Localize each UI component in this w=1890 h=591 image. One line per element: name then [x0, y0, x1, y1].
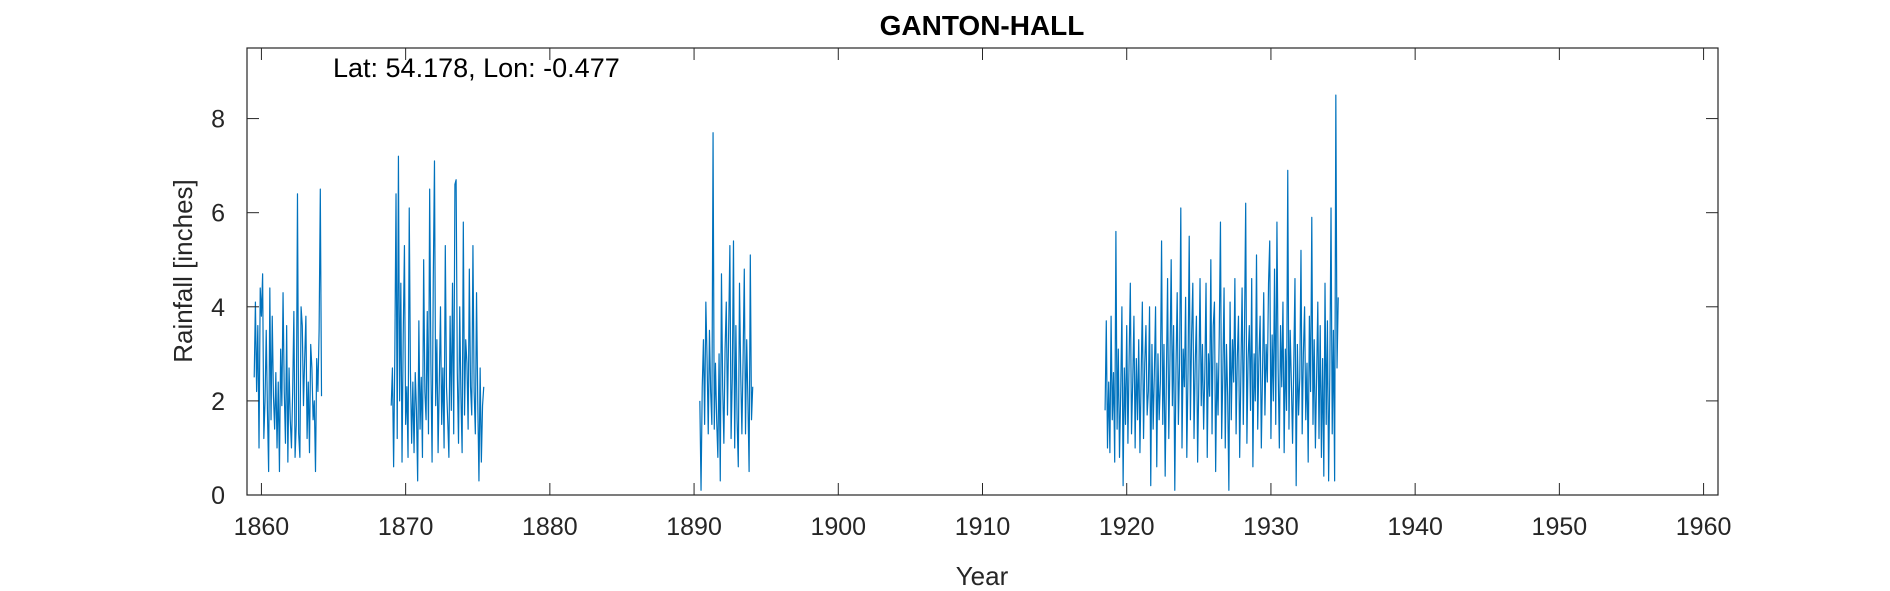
- y-tick-label-4: 4: [211, 294, 225, 322]
- y-axis-label: Rainfall [inches]: [168, 179, 198, 363]
- rainfall-series-segment-3: [699, 132, 754, 491]
- x-tick-label-1960: 1960: [1676, 513, 1732, 541]
- x-tick-label-1890: 1890: [666, 513, 722, 541]
- x-tick-label-1880: 1880: [522, 513, 578, 541]
- x-tick-label-1870: 1870: [378, 513, 434, 541]
- location-annotation: Lat: 54.178, Lon: -0.477: [333, 53, 620, 83]
- x-tick-label-1950: 1950: [1532, 513, 1588, 541]
- chart-title: GANTON-HALL: [880, 10, 1085, 41]
- y-tick-label-6: 6: [211, 200, 225, 228]
- y-tick-label-8: 8: [211, 106, 225, 134]
- rainfall-series-segment-4: [1104, 94, 1339, 491]
- plot-area: [246, 47, 1719, 496]
- y-tick-label-2: 2: [211, 388, 225, 416]
- data-lines: [253, 94, 1339, 491]
- rainfall-series-segment-2: [390, 155, 485, 482]
- x-tick-label-1920: 1920: [1099, 513, 1155, 541]
- x-tick-label-1900: 1900: [810, 513, 866, 541]
- y-tick-label-0: 0: [211, 482, 225, 510]
- x-tick-label-1940: 1940: [1387, 513, 1443, 541]
- rainfall-series-segment-1: [253, 188, 323, 473]
- x-axis-label: Year: [956, 561, 1009, 591]
- x-tick-label-1860: 1860: [234, 513, 290, 541]
- x-tick-label-1910: 1910: [955, 513, 1011, 541]
- axis-ticks: 1860 1870 1880 1890 1900 1910 1920 1930 1940 1950…: [211, 48, 1731, 541]
- x-tick-label-1930: 1930: [1243, 513, 1299, 541]
